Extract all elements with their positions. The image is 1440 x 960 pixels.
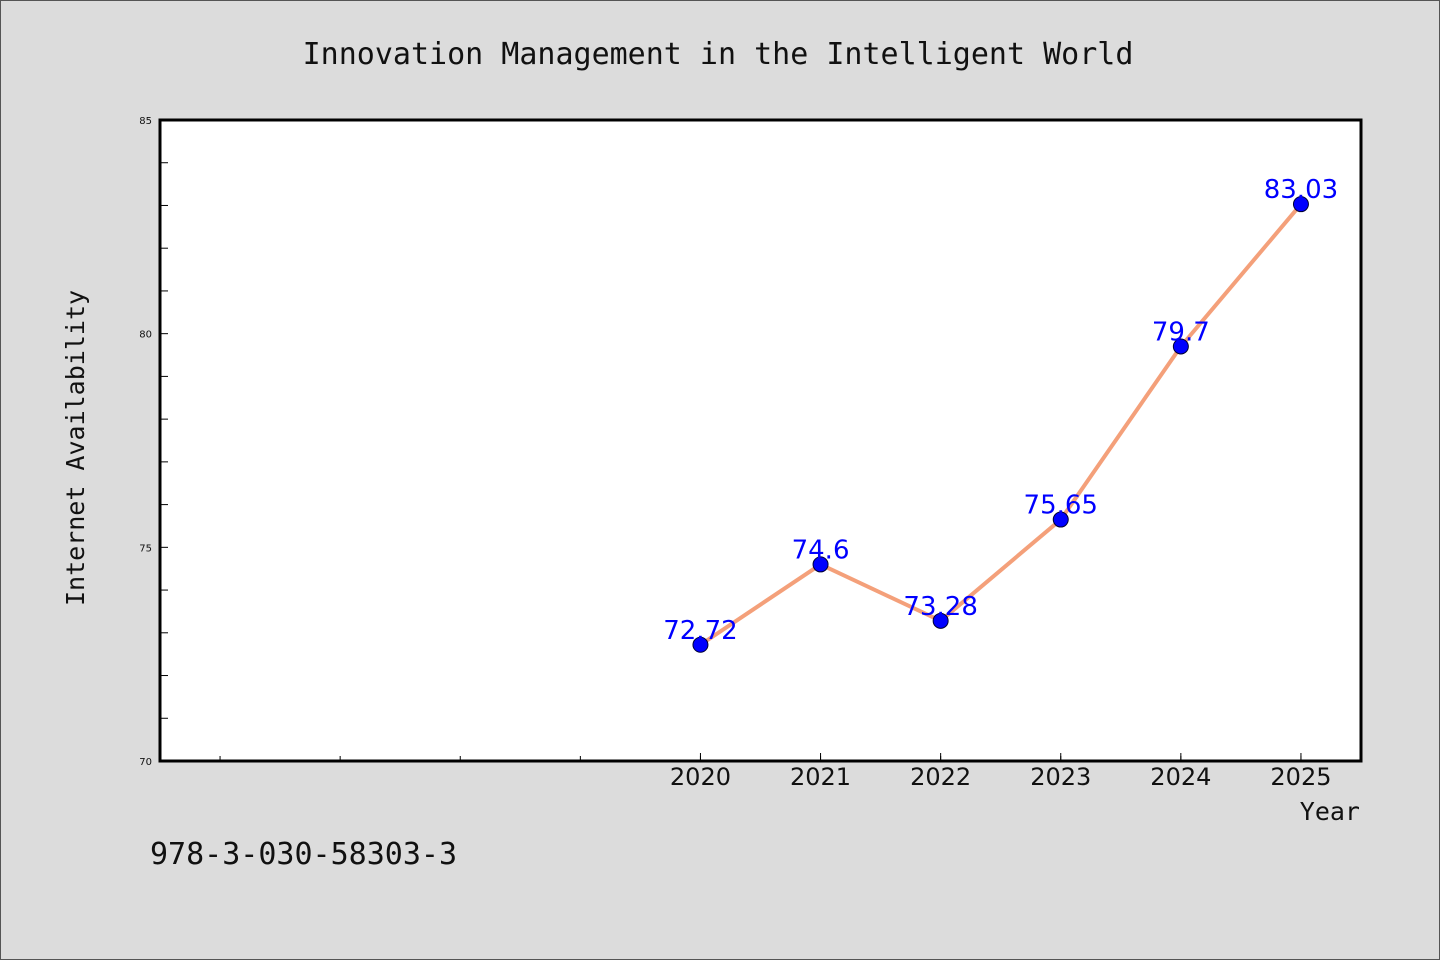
data-label: 75.65 (1024, 491, 1098, 521)
x-tick-label: 2020 (670, 763, 731, 791)
y-axis-label: Internet Availability (61, 290, 90, 606)
x-axis-label: Year (1300, 797, 1360, 826)
data-label: 79.7 (1152, 317, 1210, 347)
data-point (812, 556, 829, 573)
x-tick-label: 2023 (1030, 763, 1091, 791)
data-label: 83.03 (1264, 175, 1338, 205)
x-axis: 2020 2021 2022 2023 2024 2025 (670, 753, 1331, 791)
data-point (1292, 196, 1309, 213)
x-tick-label: 2025 (1270, 763, 1331, 791)
y-axis: 70 75 80 85 (139, 116, 168, 768)
y-tick-label: 85 (139, 116, 152, 127)
data-markers (692, 196, 1309, 653)
footnote-isbn: 978-3-030-58303-3 (150, 837, 457, 872)
data-point (1052, 511, 1069, 528)
x-tick-label: 2021 (790, 763, 851, 791)
series-line (699, 202, 1303, 647)
chart-title: Innovation Management in the Intelligent… (303, 37, 1134, 72)
data-label: 73.28 (903, 592, 977, 622)
data-point (692, 636, 709, 653)
plot-area (158, 118, 1363, 763)
data-labels: 72.72 74.6 73.28 75.65 79.7 83.03 (663, 175, 1338, 646)
y-tick-label: 70 (139, 757, 152, 768)
x-tick-label: 2024 (1150, 763, 1211, 791)
data-label: 74.6 (792, 535, 850, 565)
data-label: 72.72 (663, 616, 737, 646)
data-point (932, 612, 949, 629)
x-tick-label: 2022 (910, 763, 971, 791)
y-tick-label: 75 (139, 543, 152, 554)
data-point (1172, 338, 1189, 355)
y-tick-label: 80 (139, 330, 152, 341)
